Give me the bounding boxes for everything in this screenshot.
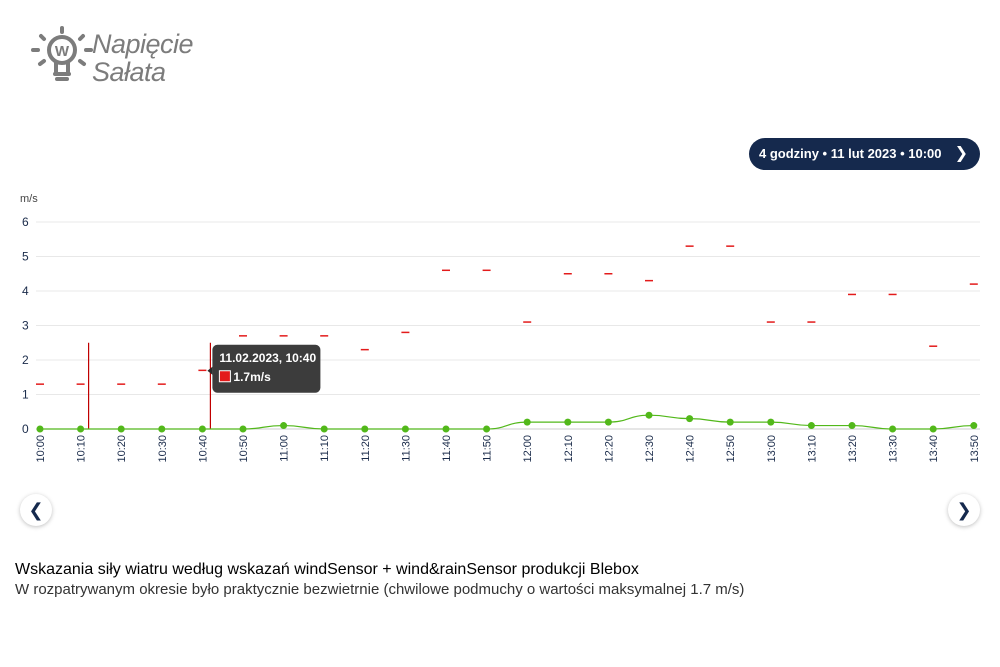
wind-speed-point	[280, 422, 288, 430]
wind-speed-point	[564, 418, 572, 426]
brand-name: Napięcie Sałata	[92, 29, 194, 87]
wind-speed-point	[442, 425, 450, 433]
wind-speed-point	[77, 425, 85, 433]
wind-speed-point	[645, 411, 653, 419]
brand-line-1: Napięcie	[92, 29, 194, 59]
lightbulb-w-icon: W	[31, 26, 93, 81]
x-tick-label: 12:50	[725, 435, 737, 463]
wind-speed-point	[929, 425, 937, 433]
wind-speed-point	[767, 418, 775, 426]
next-period-button[interactable]: ❯	[948, 494, 980, 526]
x-tick-label: 11:30	[400, 435, 412, 462]
wind-speed-point	[198, 425, 206, 433]
wind-speed-point	[158, 425, 166, 433]
y-tick-label: 5	[22, 250, 29, 264]
x-tick-label: 13:50	[969, 435, 981, 463]
wind-speed-point	[848, 422, 856, 430]
wind-speed-point	[239, 425, 247, 433]
x-tick-label: 11:40	[441, 435, 453, 462]
x-tick-label: 11:50	[482, 435, 494, 462]
wind-speed-point	[36, 425, 44, 433]
x-tick-label: 12:30	[644, 435, 656, 463]
y-tick-label: 2	[22, 353, 29, 367]
y-axis-unit-label: m/s	[20, 193, 38, 205]
x-tick-label: 12:10	[563, 435, 575, 463]
tooltip-pointer	[207, 366, 213, 375]
x-tick-label: 10:50	[238, 435, 250, 463]
x-tick-label: 12:00	[522, 435, 534, 463]
wind-speed-point	[889, 425, 897, 433]
y-tick-label: 3	[22, 319, 29, 333]
x-tick-label: 12:20	[603, 435, 615, 463]
wind-speed-point	[726, 418, 734, 426]
chevron-right-icon: ❯	[954, 145, 968, 162]
x-tick-label: 13:40	[928, 435, 940, 463]
x-tick-label: 13:00	[766, 435, 778, 463]
period-selector-button[interactable]: 4 godziny • 11 lut 2023 • 10:00 ❯	[749, 138, 980, 170]
chevron-right-icon: ❯	[956, 500, 972, 520]
x-tick-label: 10:40	[197, 435, 209, 463]
x-tick-label: 10:10	[76, 435, 88, 463]
brand-line-2: Sałata	[92, 57, 166, 87]
tooltip-value: 1.7m/s	[233, 370, 271, 384]
chart-caption-title: Wskazania siły wiatru według wskazań win…	[15, 561, 639, 578]
brand-logo: W	[30, 26, 210, 92]
x-tick-label: 10:00	[35, 435, 47, 463]
x-tick-label: 12:40	[685, 435, 697, 463]
x-tick-label: 11:20	[360, 435, 372, 462]
x-tick-label: 13:10	[806, 435, 818, 463]
chevron-left-icon: ❮	[28, 500, 44, 520]
x-tick-label: 10:20	[116, 435, 128, 463]
x-tick-label: 10:30	[157, 435, 169, 463]
wind-speed-point	[483, 425, 491, 433]
wind-speed-point	[117, 425, 125, 433]
y-tick-label: 4	[22, 284, 29, 298]
y-tick-label: 0	[22, 422, 29, 436]
x-tick-label: 11:00	[279, 435, 291, 462]
tooltip-title: 11.02.2023, 10:40	[219, 351, 316, 365]
wind-speed-point	[523, 418, 531, 426]
wind-speed-point	[361, 425, 369, 433]
wind-speed-point	[970, 422, 978, 430]
tooltip-box	[212, 344, 321, 393]
chart-caption-text: W rozpatrywanym okresie było praktycznie…	[15, 581, 745, 598]
wind-speed-point	[807, 422, 815, 430]
svg-text:W: W	[55, 43, 70, 60]
previous-period-button[interactable]: ❮	[20, 494, 52, 526]
tooltip-swatch	[218, 370, 231, 383]
x-tick-label: 11:10	[319, 435, 331, 462]
wind-speed-point	[604, 418, 612, 426]
wind-speed-point	[401, 425, 409, 433]
period-label: 4 godziny • 11 lut 2023 • 10:00	[759, 146, 942, 161]
wind-chart: m/s 0 1 2 3 4 5 6 10:00 10:10 10:20 10:30 10:40 10:50…	[20, 193, 981, 463]
y-tick-label: 1	[22, 388, 29, 402]
wind-speed-point	[686, 415, 694, 423]
x-tick-label: 13:20	[847, 435, 859, 463]
x-tick-label: 13:30	[888, 435, 900, 463]
wind-speed-line	[40, 414, 974, 430]
y-tick-label: 6	[22, 215, 29, 229]
wind-speed-point	[320, 425, 328, 433]
